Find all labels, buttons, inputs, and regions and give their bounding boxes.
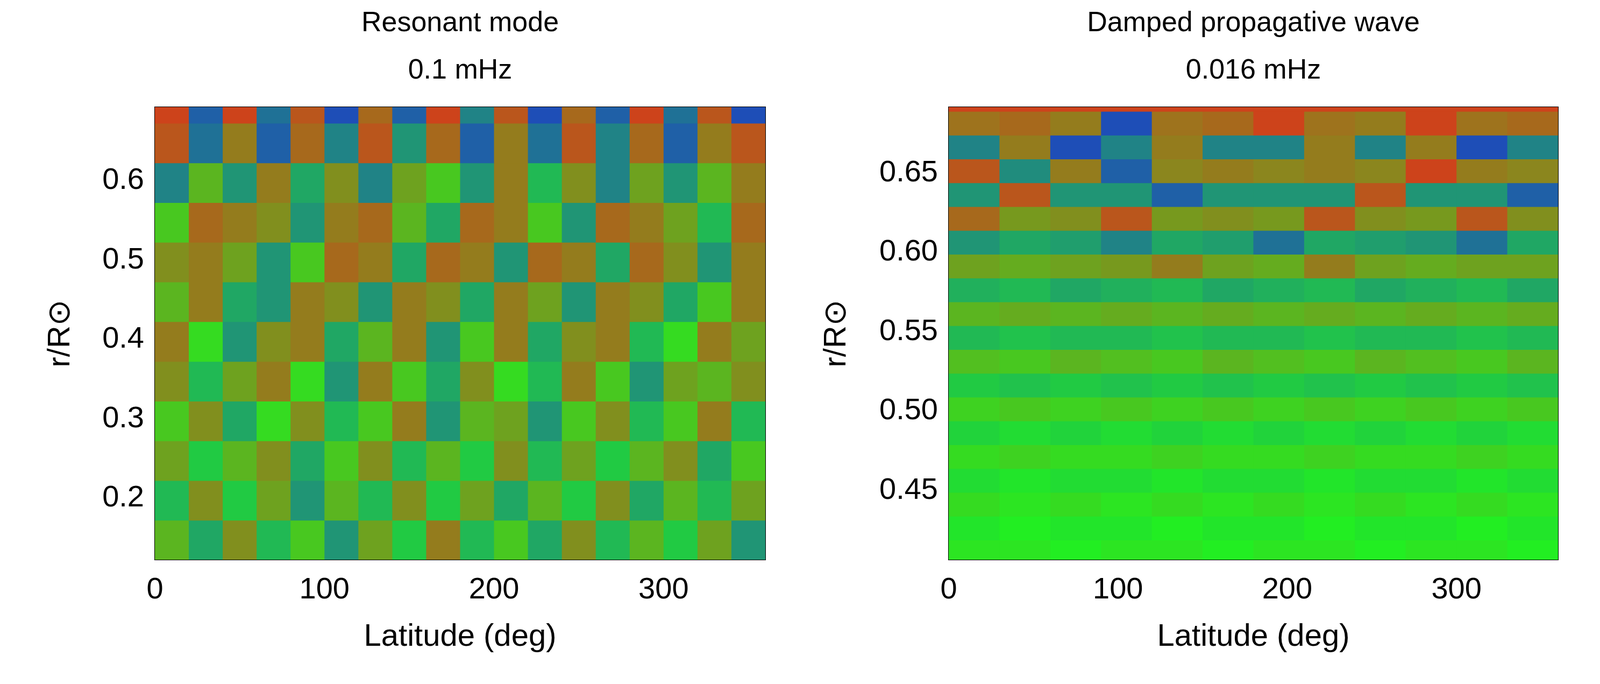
svg-text:0.5: 0.5 [102, 240, 145, 275]
svg-text:0.2: 0.2 [102, 478, 145, 513]
svg-text:200: 200 [1262, 570, 1313, 605]
svg-text:r/R⊙: r/R⊙ [40, 299, 76, 368]
svg-text:Resonant mode: Resonant mode [361, 5, 559, 38]
svg-text:0.45: 0.45 [879, 471, 938, 506]
svg-text:200: 200 [468, 570, 519, 605]
svg-text:r/R⊙: r/R⊙ [816, 299, 852, 368]
svg-text:Latitude (deg): Latitude (deg) [1157, 616, 1350, 652]
svg-text:300: 300 [1431, 570, 1482, 605]
svg-text:300: 300 [638, 570, 689, 605]
svg-text:0.6: 0.6 [102, 161, 145, 196]
svg-text:0.60: 0.60 [879, 232, 938, 267]
svg-text:0.4: 0.4 [102, 320, 145, 354]
svg-text:0.016 mHz: 0.016 mHz [1185, 53, 1321, 85]
svg-text:0: 0 [940, 570, 957, 605]
svg-text:0.3: 0.3 [102, 399, 145, 434]
svg-text:Latitude (deg): Latitude (deg) [364, 616, 557, 652]
svg-text:100: 100 [299, 570, 350, 605]
svg-text:0: 0 [146, 570, 163, 605]
svg-text:0.65: 0.65 [879, 153, 938, 188]
svg-text:0.1 mHz: 0.1 mHz [408, 53, 513, 85]
svg-text:0.50: 0.50 [879, 391, 938, 426]
svg-text:0.55: 0.55 [879, 312, 938, 347]
svg-text:100: 100 [1092, 570, 1143, 605]
svg-text:Damped propagative wave: Damped propagative wave [1086, 5, 1420, 38]
